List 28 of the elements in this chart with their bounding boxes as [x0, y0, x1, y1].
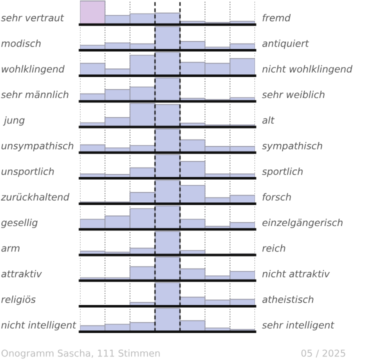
text: wohlklingend: [2, 65, 65, 74]
text: sehr weiblich: [262, 90, 324, 98]
text: atheistisch: [262, 296, 314, 303]
text: nicht attraktiv: [262, 270, 330, 278]
text: sehr intelligent: [262, 321, 334, 330]
text: sympathisch: [262, 142, 322, 152]
text: zurückhaltend: [0, 193, 70, 201]
text: sehr vertraut: [1, 14, 64, 22]
text: fremd: [262, 14, 291, 22]
text: 05 / 2025: [301, 350, 346, 358]
text: einzelgängerisch: [262, 218, 343, 228]
text: alt: [262, 116, 275, 124]
text: Onogramm Sascha, 111 Stimmen: [2, 349, 160, 359]
text: modisch: [1, 40, 41, 47]
text: gesellig: [1, 218, 38, 228]
text: antiquiert: [262, 40, 310, 49]
text: attraktiv: [1, 270, 42, 278]
text: reich: [262, 244, 286, 252]
text: unsportlich: [2, 168, 54, 177]
text: unsympathisch: [2, 142, 74, 152]
text: jung: [2, 116, 25, 126]
text: arm: [1, 246, 20, 252]
text: sehr männlich: [1, 90, 68, 98]
text: nicht wohlklingend: [262, 65, 352, 74]
text: forsch: [262, 193, 291, 201]
text: sportlich: [262, 168, 303, 177]
text: nicht intelligent: [1, 321, 76, 330]
text: religiös: [1, 296, 36, 305]
